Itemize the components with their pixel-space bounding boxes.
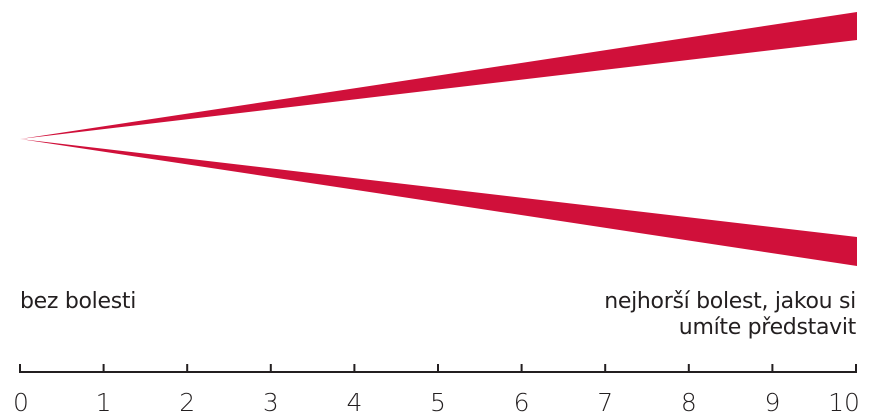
tick-label-3: 3 bbox=[263, 388, 279, 417]
tick-label-6: 6 bbox=[514, 388, 530, 417]
tick-label-5: 5 bbox=[430, 388, 446, 417]
tick-label-9: 9 bbox=[764, 388, 780, 417]
tick-label-4: 4 bbox=[346, 388, 362, 417]
label-no-pain: bez bolesti bbox=[20, 289, 137, 314]
axis-ticks bbox=[19, 364, 857, 373]
tick-label-0: 0 bbox=[13, 388, 29, 417]
tick-label-2: 2 bbox=[179, 388, 195, 417]
axis-tick-labels: 0 1 2 3 4 5 6 7 8 9 10 bbox=[13, 388, 860, 417]
lower-wedge bbox=[20, 139, 857, 266]
tick-label-10: 10 bbox=[828, 388, 860, 417]
tick-label-8: 8 bbox=[681, 388, 697, 417]
label-worst-pain: nejhorší bolest, jakou si umíte představ… bbox=[604, 289, 856, 341]
tick-label-7: 7 bbox=[597, 388, 613, 417]
label-worst-pain-line1: nejhorší bolest, jakou si bbox=[604, 289, 856, 314]
label-worst-pain-line2: umíte představit bbox=[678, 315, 857, 340]
upper-wedge bbox=[20, 12, 857, 139]
tick-label-1: 1 bbox=[96, 388, 112, 417]
